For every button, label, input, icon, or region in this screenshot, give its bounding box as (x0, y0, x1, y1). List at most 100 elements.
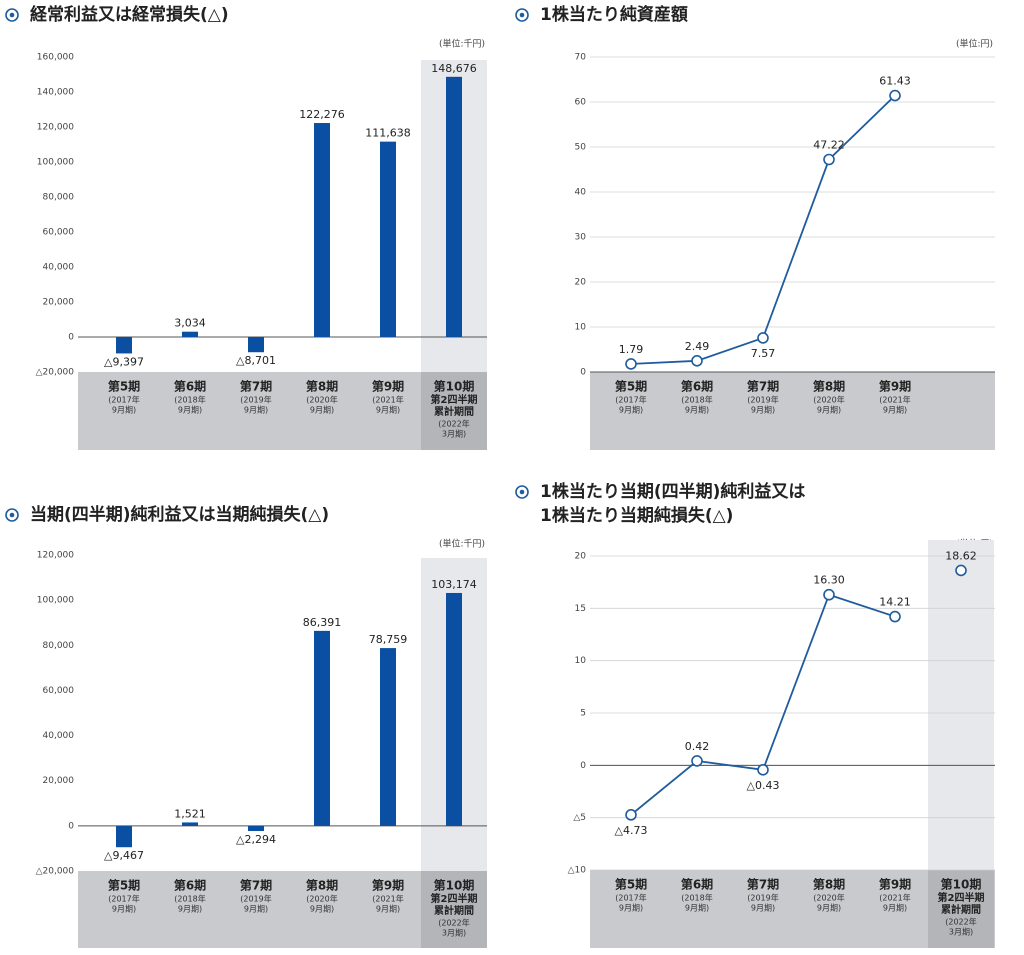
category-detail: (2020年 (306, 395, 337, 405)
category-detail: 9月期) (685, 904, 709, 913)
category-detail: 第2四半期 (938, 891, 985, 904)
category-detail: (2017年 (615, 395, 646, 405)
y-tick-label: 100,000 (37, 596, 74, 606)
point (823, 588, 835, 601)
point (625, 809, 637, 821)
category-detail: 9月期) (310, 406, 334, 415)
category-label: 第9期 (372, 379, 404, 394)
chart-title: 当期(四半期)純利益又は当期純損失(△) (30, 504, 329, 525)
y-tick-label: △20,000 (36, 368, 75, 378)
category-label: 第8期 (306, 379, 338, 394)
y-tick-label: 20,000 (43, 298, 75, 308)
category-detail: 3月期) (442, 929, 466, 938)
value-label: 1.79 (619, 343, 644, 356)
title-icon (515, 8, 529, 22)
title-icon-dot (519, 489, 525, 495)
bar (116, 825, 132, 848)
category-label: 第9期 (879, 877, 911, 892)
category-detail: (2018年 (174, 395, 205, 405)
category-detail: 累計期間 (434, 405, 474, 418)
y-tick-label: 30 (575, 233, 587, 243)
bar (116, 337, 132, 354)
y-tick-label: 70 (575, 53, 587, 63)
y-tick-label: 60 (575, 98, 587, 108)
y-tick-label: 10 (575, 656, 587, 666)
category-label: 第7期 (747, 379, 779, 394)
highlight-column (928, 540, 994, 870)
category-detail: (2022年 (438, 419, 469, 429)
category-detail: 9月期) (619, 904, 643, 913)
point (823, 153, 835, 166)
value-label: 78,759 (369, 633, 408, 646)
y-tick-label: 5 (580, 709, 586, 719)
category-detail: (2021年 (879, 395, 910, 405)
category-detail: 9月期) (751, 904, 775, 913)
category-detail: 9月期) (178, 905, 202, 914)
title-icon (5, 508, 19, 522)
unit-label: (単位:千円) (439, 38, 485, 50)
value-label: 1,521 (174, 807, 206, 820)
chart-title: 1株当たり当期(四半期)純利益又は (540, 481, 805, 502)
y-tick-label: △20,000 (36, 867, 75, 877)
category-detail: 累計期間 (941, 903, 981, 916)
point (757, 764, 769, 776)
highlight-band (421, 372, 487, 450)
category-detail: 3月期) (949, 928, 973, 937)
category-detail: 累計期間 (434, 904, 474, 917)
category-label: 第9期 (372, 878, 404, 893)
category-label: 第10期 (434, 379, 475, 394)
title-icon (5, 8, 19, 22)
title-icon-dot (519, 12, 525, 18)
y-tick-label: 120,000 (37, 123, 74, 133)
y-tick-label: 120,000 (37, 551, 74, 561)
value-label: 122,276 (299, 108, 345, 121)
value-label: 16.30 (813, 574, 845, 587)
category-label: 第7期 (240, 878, 272, 893)
category-detail: 9月期) (817, 406, 841, 415)
value-label: △4.73 (615, 824, 648, 837)
point (955, 564, 967, 577)
unit-label: (単位:千円) (439, 538, 485, 550)
category-label: 第7期 (747, 877, 779, 892)
value-label: 14.21 (879, 596, 911, 609)
y-tick-label: 40,000 (43, 263, 75, 273)
category-detail: 9月期) (817, 904, 841, 913)
category-detail: 9月期) (619, 406, 643, 415)
category-detail: 9月期) (751, 406, 775, 415)
y-tick-label: 140,000 (37, 88, 74, 98)
category-detail: (2017年 (615, 893, 646, 903)
category-detail: (2018年 (681, 893, 712, 903)
y-tick-label: △5 (573, 813, 586, 823)
y-tick-label: 20 (575, 278, 587, 288)
category-detail: 9月期) (883, 406, 907, 415)
bar (314, 630, 330, 826)
title-icon-dot (9, 512, 15, 518)
category-detail: (2017年 (108, 395, 139, 405)
y-tick-label: 20 (575, 552, 587, 562)
point (691, 354, 703, 367)
category-label: 第10期 (434, 878, 475, 893)
category-label: 第8期 (306, 878, 338, 893)
category-label: 第9期 (879, 379, 911, 394)
line (630, 94, 896, 365)
y-tick-label: 15 (575, 604, 586, 614)
point (691, 755, 703, 767)
category-label: 第6期 (174, 379, 206, 394)
category-detail: (2018年 (681, 395, 712, 405)
category-detail: 9月期) (310, 905, 334, 914)
chart-title: 1株当たり純資産額 (540, 4, 688, 25)
category-detail: 9月期) (376, 905, 400, 914)
category-detail: (2017年 (108, 894, 139, 904)
category-label: 第5期 (108, 379, 140, 394)
y-tick-label: 80,000 (43, 193, 75, 203)
category-detail: 9月期) (244, 406, 268, 415)
category-label: 第6期 (681, 877, 713, 892)
chart-title: 経常利益又は経常損失(△) (30, 4, 229, 25)
y-tick-label: 0 (580, 761, 586, 771)
category-detail: 9月期) (376, 406, 400, 415)
category-detail: (2019年 (240, 894, 271, 904)
title-icon-dot (9, 12, 15, 18)
category-label: 第6期 (681, 379, 713, 394)
bar (248, 337, 264, 353)
bar (314, 123, 330, 337)
